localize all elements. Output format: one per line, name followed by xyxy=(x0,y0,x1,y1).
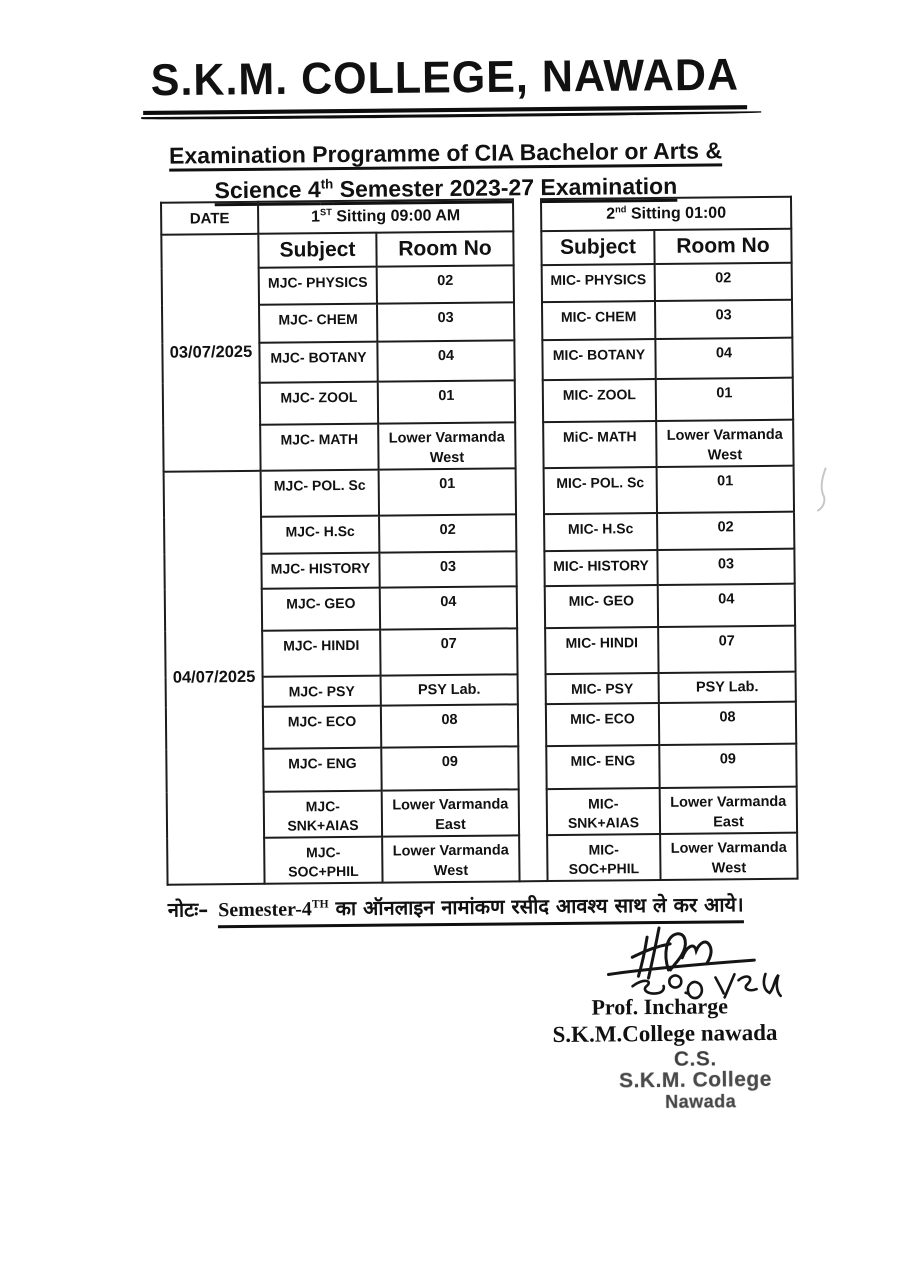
subject-cell: MiC- MATH xyxy=(543,421,657,469)
subject-cell: MJC- HISTORY xyxy=(261,552,380,589)
room-cell: Lower Varmanda West xyxy=(382,835,520,884)
room-cell: 02 xyxy=(376,265,514,304)
room-cell: Lower Varmanda East xyxy=(381,789,520,837)
room-cell: 03 xyxy=(654,299,793,340)
room-cell: 07 xyxy=(658,625,796,674)
second-sitting-header: 2nd Sitting 01:00 xyxy=(541,196,792,232)
date-column-header: DATE xyxy=(161,201,259,235)
room-cell: 03 xyxy=(376,302,515,342)
room-cell: 08 xyxy=(658,701,797,746)
note-hindi-text: का ऑनलाइन नामांकण रसीद आवश्य साथ ले कर आ… xyxy=(328,892,744,921)
subject-cell: MJC- ECO xyxy=(262,705,382,749)
note-label: नोटः– xyxy=(167,897,209,922)
room-cell: 01 xyxy=(377,380,516,424)
room-cell: 04 xyxy=(657,583,796,628)
room-cell: 01 xyxy=(378,468,517,516)
subject-cell: MJC- POL. Sc xyxy=(260,469,380,517)
subject-cell: MJC- CHEM xyxy=(259,303,378,343)
room-cell: 07 xyxy=(380,628,518,676)
subject-column-header: Subject xyxy=(541,230,655,266)
scan-artifact xyxy=(817,467,827,512)
date-cell: 03/07/2025 xyxy=(161,233,261,472)
room-cell: Lower Varmanda West xyxy=(656,419,794,468)
room-cell: PSY Lab. xyxy=(380,674,518,706)
subject-cell: MIC- PHYSICS xyxy=(541,264,655,303)
stamp-city: Nawada xyxy=(665,1091,737,1112)
subject-cell: MJC- ZOOL xyxy=(259,381,379,425)
document-header: S.K.M. COLLEGE, NAWADA xyxy=(0,49,894,116)
subject-cell: MIC- GEO xyxy=(544,585,659,629)
subject-column-header: Subject xyxy=(258,232,377,268)
room-cell: 08 xyxy=(380,704,519,748)
room-cell: Lower Varmanda West xyxy=(660,832,798,881)
subject-cell: MIC- HISTORY xyxy=(544,550,658,587)
room-cell: 04 xyxy=(655,337,793,380)
room-cell: 02 xyxy=(379,514,517,553)
note-semester: Semester-4TH xyxy=(218,897,329,922)
room-cell: 04 xyxy=(377,340,515,382)
subject-cell: MJC- SNK+AIAS xyxy=(263,790,383,839)
date-cell: 04/07/2025 xyxy=(163,470,265,886)
room-cell: Lower Varmanda West xyxy=(378,422,516,470)
handwritten-signature xyxy=(606,926,782,1000)
subject-cell: MIC- ZOOL xyxy=(542,379,657,423)
room-cell: 03 xyxy=(379,551,517,588)
room-cell: 03 xyxy=(657,548,795,586)
subject-cell: MIC- SOC+PHIL xyxy=(547,834,661,882)
subject-cell: MIC- H.Sc xyxy=(544,513,658,552)
handwritten-date xyxy=(631,972,782,1000)
subject-cell: MIC- ENG xyxy=(546,745,660,790)
subject-cell: MJC- PHYSICS xyxy=(258,266,377,305)
room-cell: 02 xyxy=(654,262,792,302)
signatory-title: Prof. Incharge xyxy=(591,993,729,1020)
table-row: 04/07/2025 MJC- POL. Sc 01 MIC- POL. Sc 01 xyxy=(163,465,795,886)
subject-cell: MIC- CHEM xyxy=(541,301,656,341)
subject-cell: MJC- BOTANY xyxy=(259,341,378,383)
subject-cell: MJC- MATH xyxy=(260,423,379,471)
room-cell: 04 xyxy=(379,586,518,630)
room-cell: Lower Varmanda East xyxy=(659,786,798,835)
note-line: नोटः– Semester-4TH का ऑनलाइन नामांकण रसीद… xyxy=(167,890,744,929)
subject-cell: MIC- ECO xyxy=(545,703,660,747)
subject-cell: MIC- SNK+AIAS xyxy=(546,788,661,836)
exam-table: DATE 1ST Sitting 09:00 AM 2nd Sitting 01… xyxy=(160,196,799,886)
first-sitting-header: 1ST Sitting 09:00 AM xyxy=(258,199,514,234)
room-cell: 02 xyxy=(657,511,795,551)
stamp-college-name: S.K.M. College xyxy=(618,1067,772,1093)
exam-table-body: DATE 1ST Sitting 09:00 AM 2nd Sitting 01… xyxy=(161,196,798,886)
subject-cell: MIC- HINDI xyxy=(545,627,659,675)
subject-cell: MIC- PSY xyxy=(545,673,659,705)
college-title: S.K.M. COLLEGE, NAWADA xyxy=(142,49,748,116)
room-cell: 01 xyxy=(655,377,794,422)
room-cell: 09 xyxy=(381,746,519,791)
subject-cell: MJC- HINDI xyxy=(262,629,381,677)
room-column-header: Room No xyxy=(376,231,514,267)
subject-cell: MIC- POL. Sc xyxy=(543,467,658,515)
room-cell: PSY Lab. xyxy=(658,671,796,704)
room-cell: 09 xyxy=(659,743,797,789)
signatory-institution: S.K.M.College nawada xyxy=(552,1019,778,1048)
subject-cell: MJC- PSY xyxy=(262,675,381,707)
subject-cell: MJC- SOC+PHIL xyxy=(264,836,383,885)
subject-cell: MJC- H.Sc xyxy=(261,515,380,554)
subject-cell: MJC- ENG xyxy=(263,747,382,792)
room-cell: 01 xyxy=(656,465,795,514)
room-column-header: Room No xyxy=(654,228,792,265)
subject-cell: MIC- BOTANY xyxy=(542,339,656,381)
subject-cell: MJC- GEO xyxy=(261,587,381,631)
